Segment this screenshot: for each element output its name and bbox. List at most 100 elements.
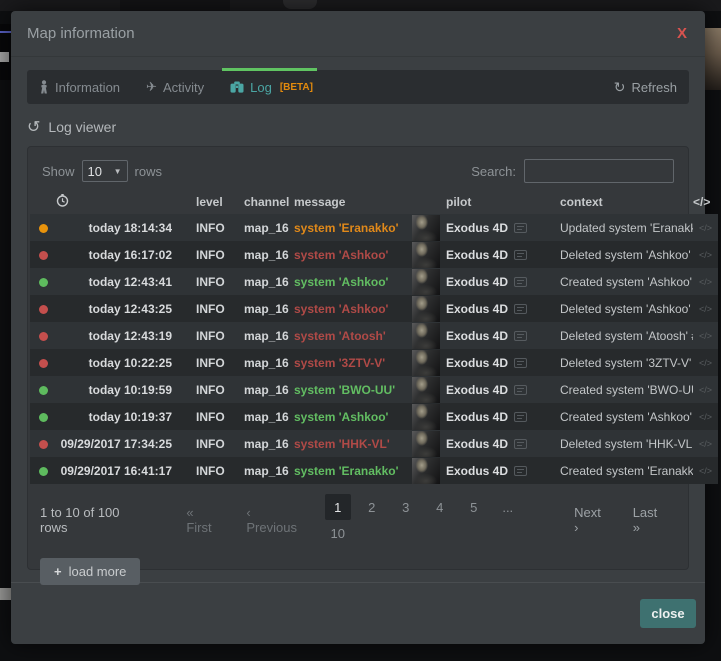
log-row[interactable]: today 10:19:59INFOmap_16system 'BWO-UU'E… — [30, 376, 718, 403]
pilot-card-icon[interactable] — [514, 412, 527, 422]
pilot-avatar-cell — [412, 430, 442, 457]
load-more-button[interactable]: + load more — [40, 558, 140, 585]
log-time: 09/29/2017 17:34:25 — [56, 430, 172, 457]
pagination-page-3[interactable]: 3 — [393, 494, 419, 520]
status-cell — [30, 403, 56, 430]
chevron-down-icon: ▼ — [114, 167, 122, 176]
status-cell — [30, 241, 56, 268]
pagination-previous[interactable]: ‹ Previous — [238, 505, 312, 535]
log-channel: map_16 — [244, 268, 294, 295]
pilot-name: Exodus 4D — [446, 410, 508, 424]
log-pilot: Exodus 4D — [442, 268, 560, 295]
page-size-select[interactable]: 10 ▼ — [82, 160, 128, 182]
row-code-icon[interactable]: </> — [693, 214, 718, 241]
row-code-icon[interactable]: </> — [693, 322, 718, 349]
row-code-icon[interactable]: </> — [693, 457, 718, 484]
pilot-card-icon[interactable] — [514, 385, 527, 395]
row-code-icon[interactable]: </> — [693, 241, 718, 268]
tab-log[interactable]: Log [BETA] — [230, 70, 313, 104]
pilot-avatar-cell — [412, 268, 442, 295]
status-column-header — [30, 190, 56, 214]
pilot-card-icon[interactable] — [514, 304, 527, 314]
pagination-nav: « First ‹ Previous 12345...10 Next › Las… — [178, 494, 676, 546]
pilot-card-icon[interactable] — [514, 277, 527, 287]
log-time: 09/29/2017 16:41:17 — [56, 457, 172, 484]
log-context: Created system 'Ashkoo' ... — [560, 268, 693, 295]
log-message: system 'Eranakko' — [294, 214, 412, 241]
log-message: system 'Ashkoo' — [294, 268, 412, 295]
log-pilot: Exodus 4D — [442, 376, 560, 403]
log-time: today 12:43:19 — [56, 322, 172, 349]
log-row[interactable]: today 12:43:25INFOmap_16system 'Ashkoo'E… — [30, 295, 718, 322]
log-level: INFO — [172, 430, 244, 457]
map-information-modal: Map information X Information ✈ Activity — [11, 11, 705, 644]
pilot-card-icon[interactable] — [514, 250, 527, 260]
row-code-icon[interactable]: </> — [693, 295, 718, 322]
pilot-avatar-cell — [412, 322, 442, 349]
log-channel: map_16 — [244, 376, 294, 403]
context-column-header: context — [560, 190, 693, 214]
row-code-icon[interactable]: </> — [693, 349, 718, 376]
log-message: system 'Ashkoo' — [294, 403, 412, 430]
log-table-header-row: level channel message pilot context </> — [30, 190, 718, 214]
log-row[interactable]: today 18:14:34INFOmap_16system 'Eranakko… — [30, 214, 718, 241]
tab-bar: Information ✈ Activity Log [BETA] — [27, 70, 689, 104]
log-context: Deleted system 'Atoosh' #... — [560, 322, 693, 349]
row-code-icon[interactable]: </> — [693, 430, 718, 457]
log-pilot: Exodus 4D — [442, 295, 560, 322]
pagination-first[interactable]: « First — [178, 505, 230, 535]
log-level: INFO — [172, 295, 244, 322]
log-row[interactable]: today 12:43:19INFOmap_16system 'Atoosh'E… — [30, 322, 718, 349]
pagination-page-2[interactable]: 2 — [359, 494, 385, 520]
close-icon[interactable]: X — [677, 25, 687, 42]
log-message: system 'Eranakko' — [294, 457, 412, 484]
pilot-card-icon[interactable] — [514, 223, 527, 233]
log-level: INFO — [172, 241, 244, 268]
modal-footer: close — [11, 582, 705, 644]
log-row[interactable]: today 10:22:25INFOmap_16system '3ZTV-V'E… — [30, 349, 718, 376]
refresh-button[interactable]: ↻ Refresh — [614, 79, 677, 96]
log-context: Created system 'Eranakko... — [560, 457, 693, 484]
row-code-icon[interactable]: </> — [693, 268, 718, 295]
log-context: Deleted system 'HHK-VL' ... — [560, 430, 693, 457]
log-context: Deleted system 'Ashkoo' ... — [560, 295, 693, 322]
log-viewer-panel: Show 10 ▼ rows Search: — [27, 146, 689, 570]
log-row[interactable]: today 10:19:37INFOmap_16system 'Ashkoo'E… — [30, 403, 718, 430]
pagination-page-1[interactable]: 1 — [325, 494, 351, 520]
background-toolbar-segment — [120, 0, 230, 11]
avatar — [412, 458, 440, 484]
row-code-icon[interactable]: </> — [693, 403, 718, 430]
tab-activity[interactable]: ✈ Activity — [146, 70, 204, 104]
status-dot — [39, 224, 48, 233]
pagination-last[interactable]: Last » — [625, 505, 676, 535]
avatar — [412, 323, 440, 349]
log-row[interactable]: today 12:43:41INFOmap_16system 'Ashkoo'E… — [30, 268, 718, 295]
pilot-card-icon[interactable] — [514, 466, 527, 476]
tab-information[interactable]: Information — [39, 70, 120, 104]
pagination-page-4[interactable]: 4 — [427, 494, 453, 520]
modal-title: Map information — [27, 25, 135, 42]
pagination-page-10[interactable]: 10 — [325, 520, 351, 546]
log-time: today 10:19:37 — [56, 403, 172, 430]
log-viewer-heading: ↺ Log viewer — [27, 117, 689, 137]
pagination-page-5[interactable]: 5 — [461, 494, 487, 520]
log-row[interactable]: 09/29/2017 17:34:25INFOmap_16system 'HHK… — [30, 430, 718, 457]
pagination-next[interactable]: Next › — [566, 505, 617, 535]
log-level: INFO — [172, 376, 244, 403]
search-input[interactable] — [524, 159, 674, 183]
modal-body: Information ✈ Activity Log [BETA] — [11, 57, 705, 582]
pilot-card-icon[interactable] — [514, 331, 527, 341]
log-time: today 12:43:41 — [56, 268, 172, 295]
background-portrait-fragment — [705, 28, 721, 90]
log-context: Updated system 'Eranakk... — [560, 214, 693, 241]
pilot-card-icon[interactable] — [514, 439, 527, 449]
row-code-icon[interactable]: </> — [693, 376, 718, 403]
log-level: INFO — [172, 457, 244, 484]
pilot-avatar-cell — [412, 295, 442, 322]
refresh-icon: ↻ — [614, 79, 626, 96]
log-row[interactable]: 09/29/2017 16:41:17INFOmap_16system 'Era… — [30, 457, 718, 484]
close-button[interactable]: close — [640, 599, 696, 628]
log-row[interactable]: today 16:17:02INFOmap_16system 'Ashkoo'E… — [30, 241, 718, 268]
pilot-card-icon[interactable] — [514, 358, 527, 368]
log-table-body: today 18:14:34INFOmap_16system 'Eranakko… — [30, 214, 718, 484]
